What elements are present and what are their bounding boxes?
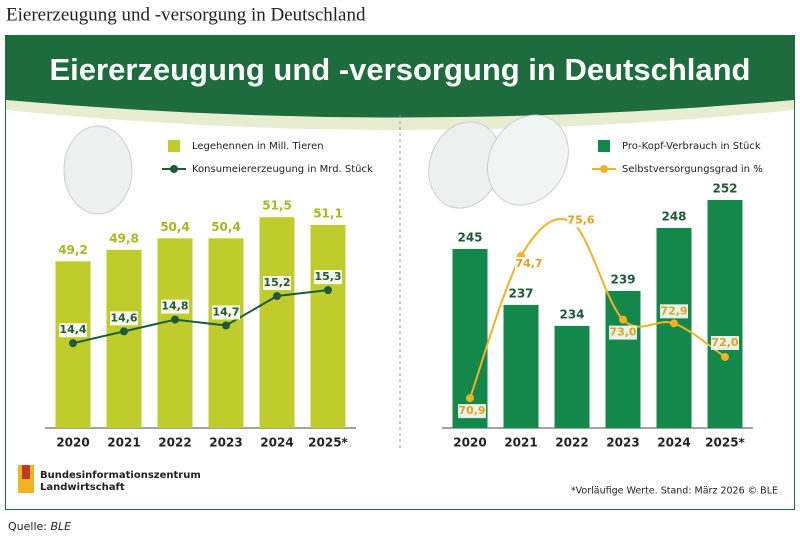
line [72,289,329,345]
label-box [515,257,543,272]
bar [157,238,193,428]
legend-swatch [598,140,610,152]
legend-label: Selbstversorgungsgrad in % [622,164,763,175]
source-label: Quelle: [8,520,47,533]
egg [487,114,569,206]
x-tick-label: 2021 [504,436,537,450]
bar-value-label: 248 [661,209,686,223]
bar-value-label: 234 [559,307,584,321]
line-value-label: 14,6 [110,311,137,324]
label-box [212,305,240,320]
bar-value-label: 252 [712,182,737,196]
logo-text: Landwirtschaft [40,482,125,493]
line-point [222,321,230,330]
bar-value-label: 239 [610,272,635,286]
bar-value-label: 237 [508,286,533,300]
x-tick-label: 2024 [260,436,293,450]
bar [707,200,743,428]
x-tick-label: 2020 [56,436,89,450]
bar-value-label: 51,1 [313,206,343,220]
label-box [609,325,637,340]
logo-mark [22,465,30,479]
line-point [120,327,128,336]
line-point [619,315,627,324]
bar [503,304,539,428]
label-box [263,276,291,291]
line-value-label: 14,8 [161,300,188,313]
bar-value-label: 49,8 [109,231,139,245]
line-value-label: 72,9 [660,304,687,317]
legend-dot [170,165,178,173]
legend-label: Konsumeiererzeugung in Mrd. Stück [192,164,373,175]
line-point [273,292,281,301]
header-title: Eiererzeugung und -versorgung in Deutsch… [49,52,750,87]
bar-value-label: 50,4 [211,220,241,234]
label-box [458,404,486,419]
line-point [721,352,729,361]
page-title: Eiererzeugung und -versorgung in Deutsch… [6,4,366,25]
bar [605,290,641,428]
label-box [161,299,189,314]
plots: 2020 2021 2022 2023 2024 2025* Legehennen in M… [45,140,763,450]
x-tick-label: 2024 [657,436,690,450]
line-value-label: 72,0 [711,336,738,349]
line-value-label: 15,3 [314,270,341,283]
label-box [567,213,595,228]
x-tick-label: 2025* [308,436,348,450]
bar [656,227,692,428]
bar-value-label: 245 [457,230,482,244]
legend-label: Pro-Kopf-Verbrauch in Stück [622,141,761,152]
x-tick-label: 2020 [453,436,486,450]
label-box [314,270,342,285]
bar-value-label: 49,2 [58,243,88,257]
line-value-label: 15,2 [263,276,290,289]
source: Quelle: BLE [8,520,71,533]
footnote: *Vorläufige Werte. Stand: März 2026 © BL… [571,486,778,497]
bar [106,249,142,428]
line-value-label: 14,4 [59,323,86,336]
source-name: BLE [50,520,71,533]
x-tick-label: 2023 [209,436,242,450]
line-point [324,286,332,295]
x-tick-label: 2022 [555,436,588,450]
line-value-label: 73,0 [609,326,636,339]
line-value-label: 70,9 [458,404,485,417]
bar [259,217,295,428]
bar-value-label: 50,4 [160,220,190,234]
x-tick-label: 2022 [158,436,191,450]
label-box [59,323,87,338]
x-tick-label: 2021 [107,436,140,450]
egg [63,125,133,215]
x-tick-label: 2025* [705,436,745,450]
line-value-label: 14,7 [212,305,239,318]
label-box [711,335,739,350]
header-band [6,36,794,118]
legend-dot [600,165,608,173]
logo-text: Bundesinformationszentrum [40,470,201,481]
x-tick-label: 2023 [606,436,639,450]
line-value-label: 74,7 [515,257,542,270]
line-value-label: 75,6 [567,213,594,226]
label-box [660,304,688,319]
legend-label: Legehennen in Mill. Tieren [192,141,324,152]
legend-swatch [168,140,180,152]
bar [310,224,346,428]
line-point [69,339,77,348]
line-point [466,394,474,403]
bar [554,325,590,428]
label-box [110,311,138,326]
bar-value-label: 51,5 [262,199,292,213]
bar [208,238,244,428]
line-point [670,319,678,328]
line-point [171,315,179,324]
